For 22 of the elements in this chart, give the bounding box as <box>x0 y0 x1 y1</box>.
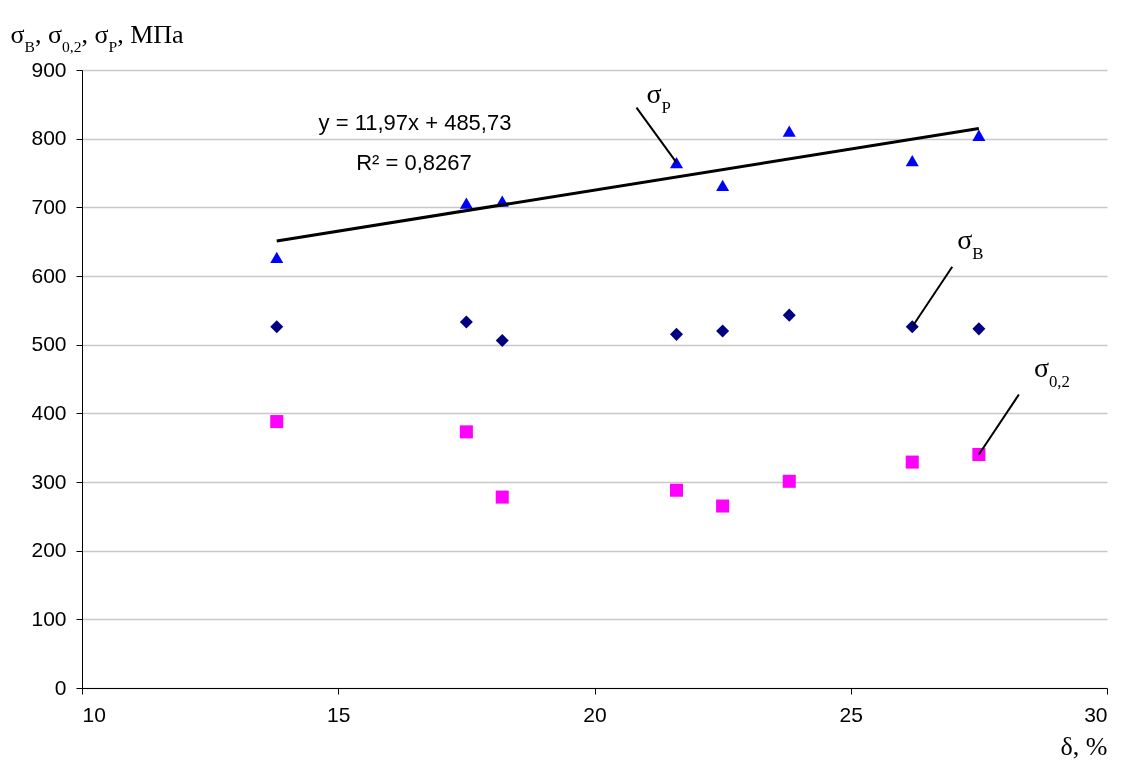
y-tick-label: 100 <box>31 606 67 630</box>
x-tick-label: 20 <box>583 702 607 726</box>
text: σ$_{0,2}$ <box>1033 351 1070 391</box>
y-tick-label: 600 <box>31 263 67 287</box>
x-tick-label: 30 <box>1084 702 1108 726</box>
y-tick-label: 0 <box>54 675 67 699</box>
y-tick-label: 400 <box>31 400 67 424</box>
y-axis-title: σ$_{В}$, σ$_{0,2}$, σ$_{Р}$, МПа <box>10 19 185 54</box>
y-tick-label: 500 <box>31 332 67 356</box>
annotation: y = 11,97x + 485,73 <box>318 110 512 135</box>
x-tick-label: 15 <box>327 702 351 726</box>
x-axis-title: δ, % <box>1060 731 1108 761</box>
y-tick-label: 200 <box>31 538 67 562</box>
y-tick-label: 300 <box>31 469 67 493</box>
x-tick-label: 10 <box>82 702 106 726</box>
series-label: σ$_{Р}$ <box>646 77 671 117</box>
x-tick-label: 25 <box>839 702 863 726</box>
y-tick-label: 700 <box>31 194 67 218</box>
text: σ$_{В}$ <box>957 223 984 263</box>
annotation: R² = 0,8267 <box>356 150 472 175</box>
y-tick-label: 900 <box>31 57 67 81</box>
y-tick-label: 800 <box>31 126 67 150</box>
